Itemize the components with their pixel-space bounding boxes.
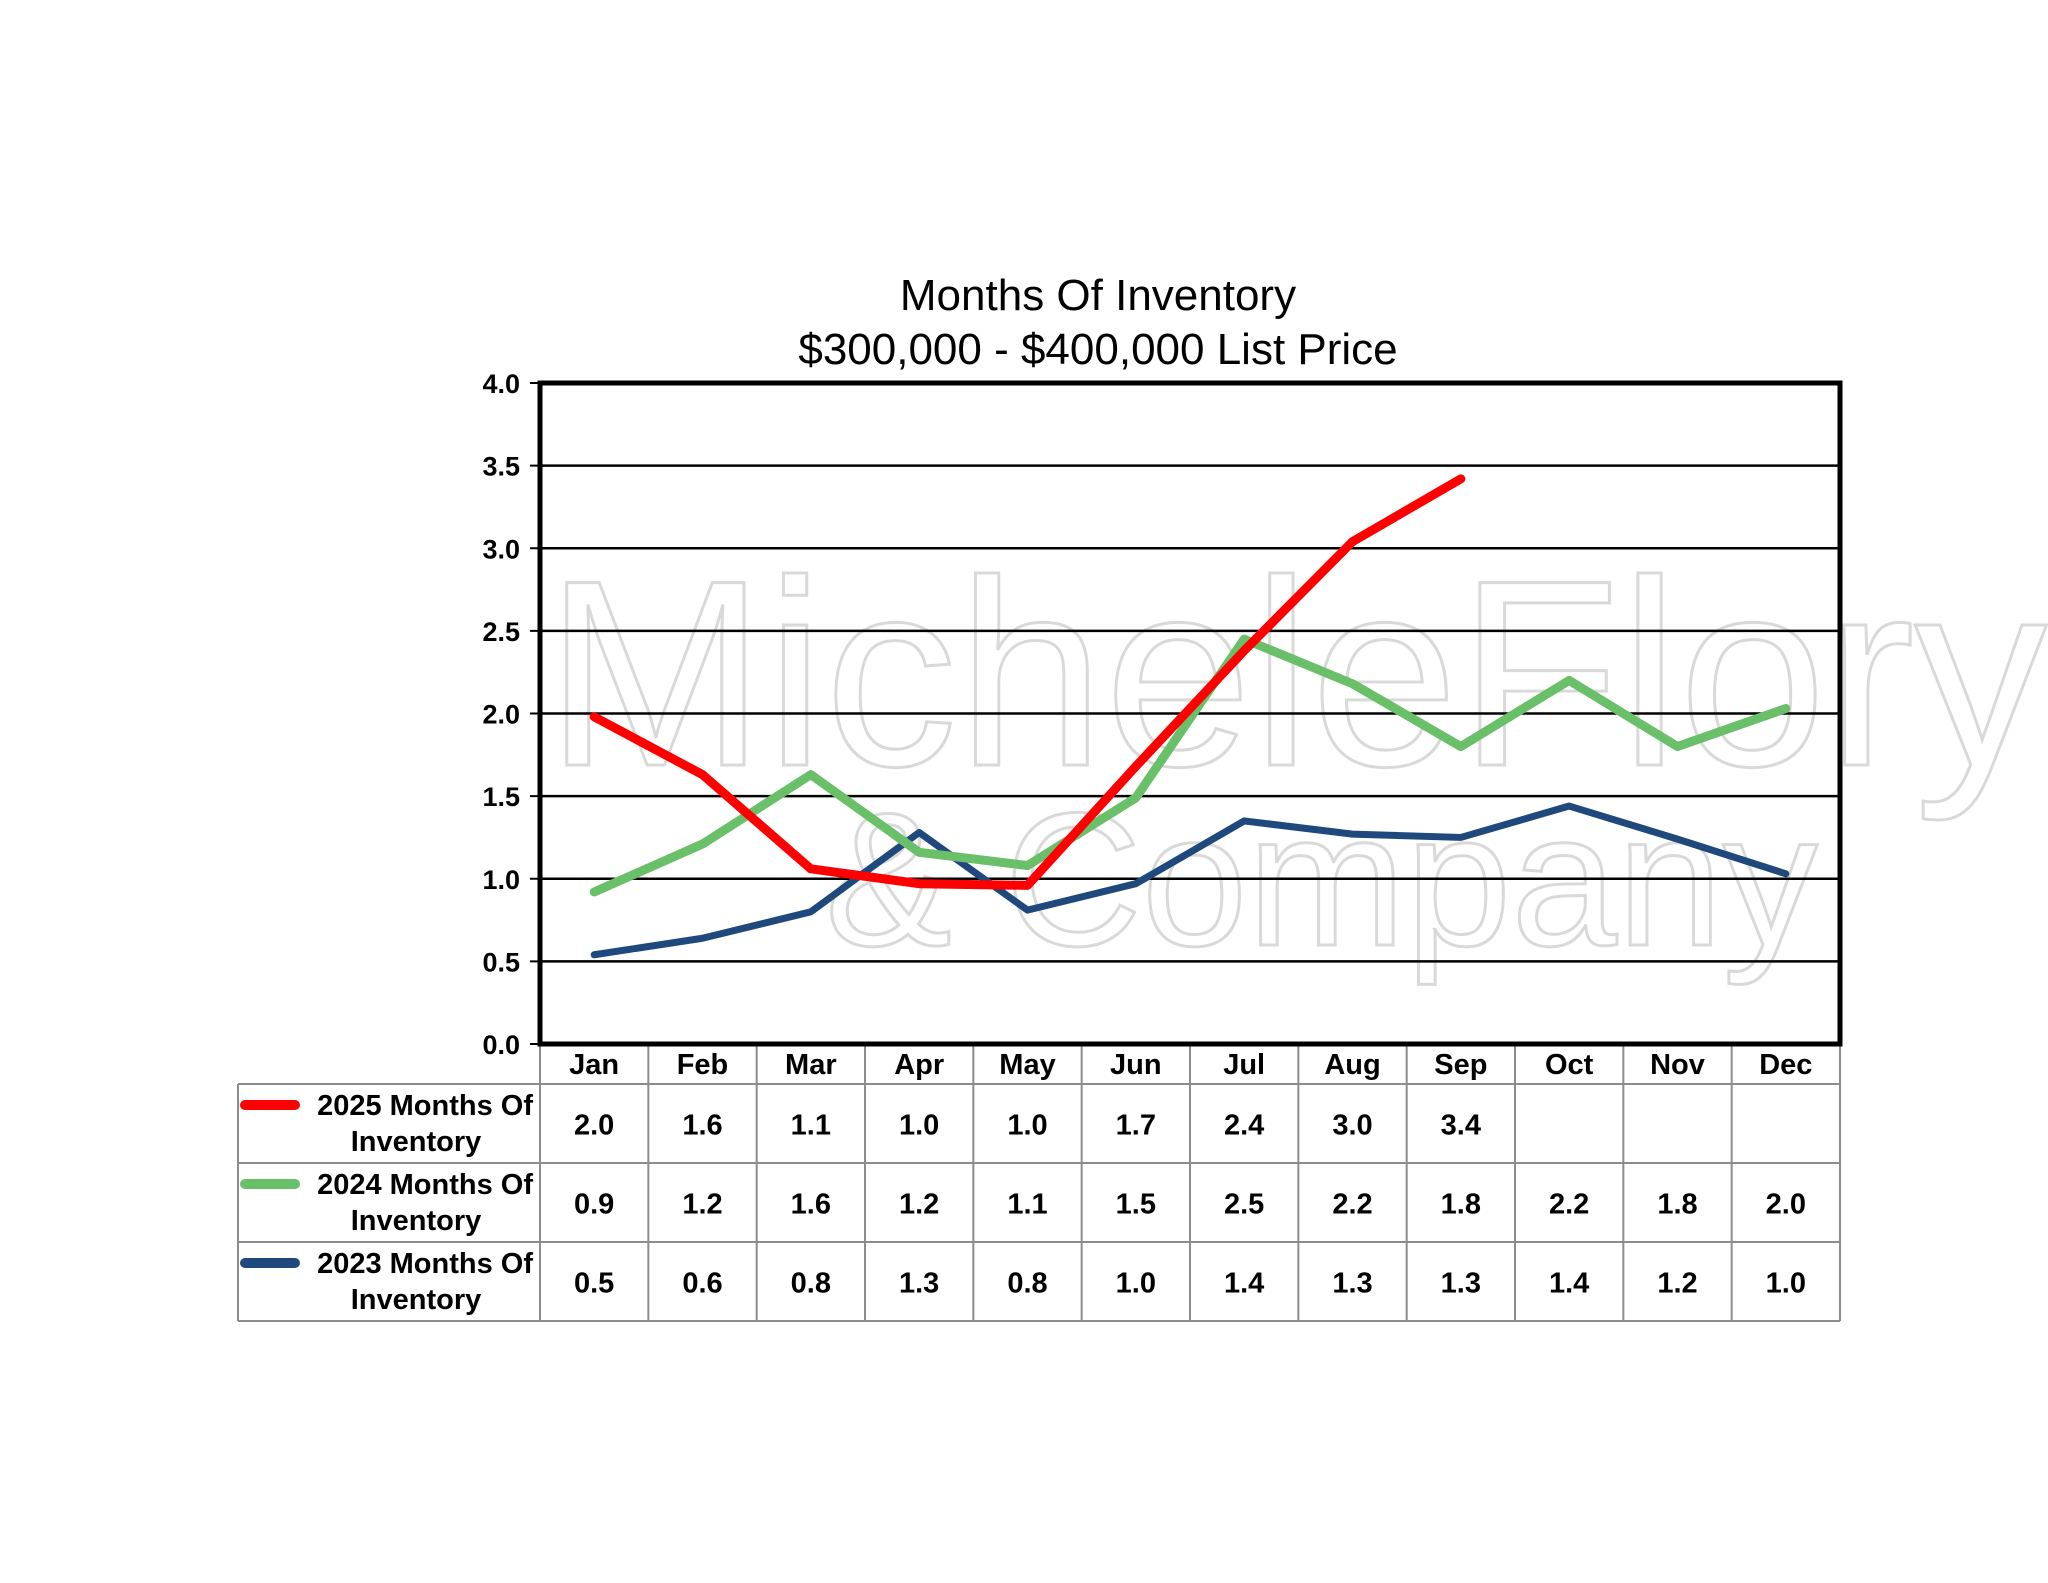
table-cell-value: 0.9 bbox=[574, 1189, 614, 1221]
x-category-label: Jun bbox=[1110, 1049, 1162, 1081]
table-cell-value: 1.4 bbox=[1549, 1268, 1589, 1300]
y-tick-label: 2.5 bbox=[482, 617, 520, 647]
data-table: Jan Feb Mar Apr May Jun Jul Aug Sep Oct Nov Dec 2025… bbox=[237, 1044, 1841, 1322]
watermark-line1: MicheleFlory bbox=[545, 526, 2047, 823]
table-cell-value: 2.2 bbox=[1332, 1189, 1372, 1221]
x-category-label: Sep bbox=[1434, 1049, 1487, 1081]
y-tick-label: 1.0 bbox=[482, 865, 520, 895]
table-cell-value: 2.5 bbox=[1224, 1189, 1264, 1221]
y-tick-label: 3.5 bbox=[482, 452, 520, 482]
x-category-label: Mar bbox=[785, 1049, 837, 1081]
table-cell-value: 0.5 bbox=[574, 1268, 614, 1300]
table-cell-value: 1.3 bbox=[1441, 1268, 1481, 1300]
table-cell-value: 1.8 bbox=[1441, 1189, 1481, 1221]
chart-title: Months Of Inventory bbox=[900, 271, 1296, 320]
table-cell-value: 1.0 bbox=[1007, 1110, 1047, 1142]
legend-label: Inventory bbox=[351, 1126, 482, 1158]
chart-subtitle: $300,000 - $400,000 List Price bbox=[798, 325, 1397, 374]
y-tick-label: 0.0 bbox=[482, 1030, 520, 1060]
table-cell-value: 1.1 bbox=[1007, 1189, 1047, 1221]
legend-label: Inventory bbox=[351, 1205, 482, 1237]
table-cell-value: 3.0 bbox=[1332, 1110, 1372, 1142]
table-cell-value: 2.2 bbox=[1549, 1189, 1589, 1221]
table-cell-value: 1.3 bbox=[1332, 1268, 1372, 1300]
series-line bbox=[590, 802, 1790, 959]
x-category-label: Dec bbox=[1759, 1049, 1812, 1081]
x-category-label: May bbox=[999, 1049, 1055, 1081]
table-cell-value: 2.0 bbox=[1766, 1189, 1806, 1221]
table-cell-value: 3.4 bbox=[1441, 1110, 1481, 1142]
x-category-label: Aug bbox=[1324, 1049, 1380, 1081]
x-category-label: Nov bbox=[1650, 1049, 1705, 1081]
table-cell-value: 1.6 bbox=[682, 1110, 722, 1142]
legend-label: 2024 Months Of bbox=[317, 1169, 533, 1201]
table-cell-value: 1.2 bbox=[899, 1189, 939, 1221]
y-tick-label: 2.0 bbox=[482, 700, 520, 730]
series-line bbox=[589, 474, 1466, 890]
table-cell-value: 2.4 bbox=[1224, 1110, 1264, 1142]
y-tick-label: 4.0 bbox=[482, 369, 520, 399]
legend-label: 2023 Months Of bbox=[317, 1248, 533, 1280]
table-cell-value: 1.5 bbox=[1116, 1189, 1156, 1221]
table-cell-value: 0.8 bbox=[791, 1268, 831, 1300]
legend-label: 2025 Months Of bbox=[317, 1090, 533, 1122]
x-category-label: Feb bbox=[677, 1049, 729, 1081]
table-cell-value: 1.7 bbox=[1116, 1110, 1156, 1142]
y-axis-tick-labels: 0.0 0.5 1.0 1.5 2.0 2.5 3.0 3.5 4.0 bbox=[482, 369, 520, 1060]
table-cell-value: 1.8 bbox=[1657, 1189, 1697, 1221]
y-tick-label: 1.5 bbox=[482, 782, 520, 812]
y-tick-label: 0.5 bbox=[482, 947, 520, 977]
table-cell-value: 1.0 bbox=[1116, 1268, 1156, 1300]
y-tick-label: 3.0 bbox=[482, 534, 520, 564]
legend-label: Inventory bbox=[351, 1284, 482, 1316]
table-cell-value: 1.0 bbox=[899, 1110, 939, 1142]
plot-area-frame bbox=[537, 380, 1843, 1047]
series-lines bbox=[589, 474, 1791, 959]
x-category-label: Jul bbox=[1223, 1049, 1265, 1081]
table-cell-value: 1.2 bbox=[682, 1189, 722, 1221]
x-category-label: Apr bbox=[894, 1049, 944, 1081]
x-category-label: Oct bbox=[1545, 1049, 1594, 1081]
x-category-label: Jan bbox=[569, 1049, 619, 1081]
table-cell-value: 1.4 bbox=[1224, 1268, 1264, 1300]
table-cell-value: 1.3 bbox=[899, 1268, 939, 1300]
table-cell-value: 1.2 bbox=[1657, 1268, 1697, 1300]
series-line bbox=[589, 634, 1791, 897]
table-cell-value: 1.1 bbox=[791, 1110, 831, 1142]
table-cell-value: 0.8 bbox=[1007, 1268, 1047, 1300]
table-cell-value: 2.0 bbox=[574, 1110, 614, 1142]
table-cell-value: 0.6 bbox=[682, 1268, 722, 1300]
table-cell-value: 1.6 bbox=[791, 1189, 831, 1221]
table-cell-value: 1.0 bbox=[1766, 1268, 1806, 1300]
